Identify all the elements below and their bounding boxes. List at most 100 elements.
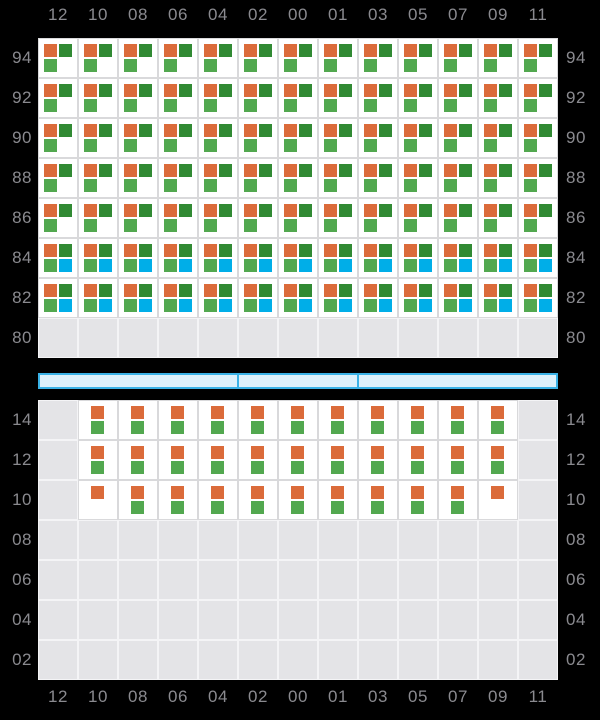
- grid-cell: [398, 600, 438, 640]
- grid-cell: [238, 600, 278, 640]
- dark-green-square: [59, 44, 72, 57]
- light-green-square: [364, 219, 377, 232]
- dark-green-square: [99, 164, 112, 177]
- light-green-square: [44, 259, 57, 272]
- light-green-square: [124, 259, 137, 272]
- orange-square: [404, 204, 417, 217]
- light-green-square: [204, 299, 217, 312]
- orange-square: [44, 204, 57, 217]
- orange-square: [331, 406, 344, 419]
- upper-right-y-axis: 94 92 90 88 86 84 82 80: [566, 38, 600, 358]
- grid-cell: [278, 38, 318, 78]
- dark-green-square: [59, 124, 72, 137]
- y-axis-label: 04: [12, 610, 32, 629]
- grid-cell: [158, 238, 198, 278]
- orange-square: [131, 446, 144, 459]
- dark-green-square: [459, 204, 472, 217]
- grid-cell: [78, 158, 118, 198]
- grid-cell: [38, 38, 78, 78]
- orange-square: [171, 486, 184, 499]
- y-axis-label: 86: [12, 208, 32, 227]
- selector-bar-segment[interactable]: [40, 375, 238, 387]
- grid-cell: [118, 480, 158, 520]
- blue-square: [499, 299, 512, 312]
- grid-cell: [38, 480, 78, 520]
- dark-green-square: [179, 124, 192, 137]
- orange-square: [284, 84, 297, 97]
- y-axis-label: 04: [566, 610, 586, 629]
- orange-square: [284, 284, 297, 297]
- grid-cell: [198, 640, 238, 680]
- grid-cell: [158, 118, 198, 158]
- grid-cell: [158, 38, 198, 78]
- orange-square: [44, 84, 57, 97]
- dark-green-square: [499, 84, 512, 97]
- grid-cell: [38, 278, 78, 318]
- light-green-square: [251, 421, 264, 434]
- dark-green-square: [99, 44, 112, 57]
- light-green-square: [524, 59, 537, 72]
- grid-cell: [118, 440, 158, 480]
- orange-square: [404, 124, 417, 137]
- orange-square: [364, 44, 377, 57]
- dark-green-square: [299, 124, 312, 137]
- grid-cell: [518, 520, 558, 560]
- grid-cell: [198, 38, 238, 78]
- grid-cell: [158, 600, 198, 640]
- light-green-square: [324, 219, 337, 232]
- grid-cell: [318, 78, 358, 118]
- dark-green-square: [219, 284, 232, 297]
- light-green-square: [244, 219, 257, 232]
- grid-cell: [198, 400, 238, 440]
- light-green-square: [364, 299, 377, 312]
- selector-bar-segment[interactable]: [358, 375, 556, 387]
- grid-cell: [318, 238, 358, 278]
- blue-square: [179, 259, 192, 272]
- selector-bar-segment[interactable]: [238, 375, 358, 387]
- grid-cell: [438, 480, 478, 520]
- grid-cell: [118, 78, 158, 118]
- orange-square: [204, 124, 217, 137]
- dark-green-square: [59, 204, 72, 217]
- dark-green-square: [339, 84, 352, 97]
- orange-square: [364, 244, 377, 257]
- orange-square: [84, 124, 97, 137]
- dark-green-square: [459, 164, 472, 177]
- light-green-square: [284, 259, 297, 272]
- orange-square: [411, 486, 424, 499]
- orange-square: [524, 44, 537, 57]
- orange-square: [124, 284, 137, 297]
- dark-green-square: [259, 204, 272, 217]
- dark-green-square: [459, 244, 472, 257]
- orange-square: [324, 244, 337, 257]
- dark-green-square: [459, 84, 472, 97]
- light-green-square: [284, 179, 297, 192]
- light-green-square: [444, 139, 457, 152]
- x-axis-label: 05: [408, 5, 428, 24]
- grid-cell: [398, 400, 438, 440]
- blue-square: [179, 299, 192, 312]
- grid-cell: [78, 278, 118, 318]
- grid-cell: [238, 78, 278, 118]
- dark-green-square: [99, 84, 112, 97]
- grid-cell: [398, 198, 438, 238]
- orange-square: [444, 204, 457, 217]
- orange-square: [491, 406, 504, 419]
- grid-cell: [438, 600, 478, 640]
- x-axis-label: 04: [208, 687, 228, 706]
- light-green-square: [164, 219, 177, 232]
- y-axis-label: 08: [12, 530, 32, 549]
- orange-square: [124, 244, 137, 257]
- selector-bar[interactable]: [38, 373, 558, 389]
- orange-square: [204, 164, 217, 177]
- light-green-square: [164, 299, 177, 312]
- grid-cell: [278, 238, 318, 278]
- orange-square: [484, 84, 497, 97]
- light-green-square: [44, 99, 57, 112]
- dark-green-square: [219, 244, 232, 257]
- light-green-square: [331, 461, 344, 474]
- dark-green-square: [259, 164, 272, 177]
- grid-cell: [518, 640, 558, 680]
- light-green-square: [131, 501, 144, 514]
- light-green-square: [291, 501, 304, 514]
